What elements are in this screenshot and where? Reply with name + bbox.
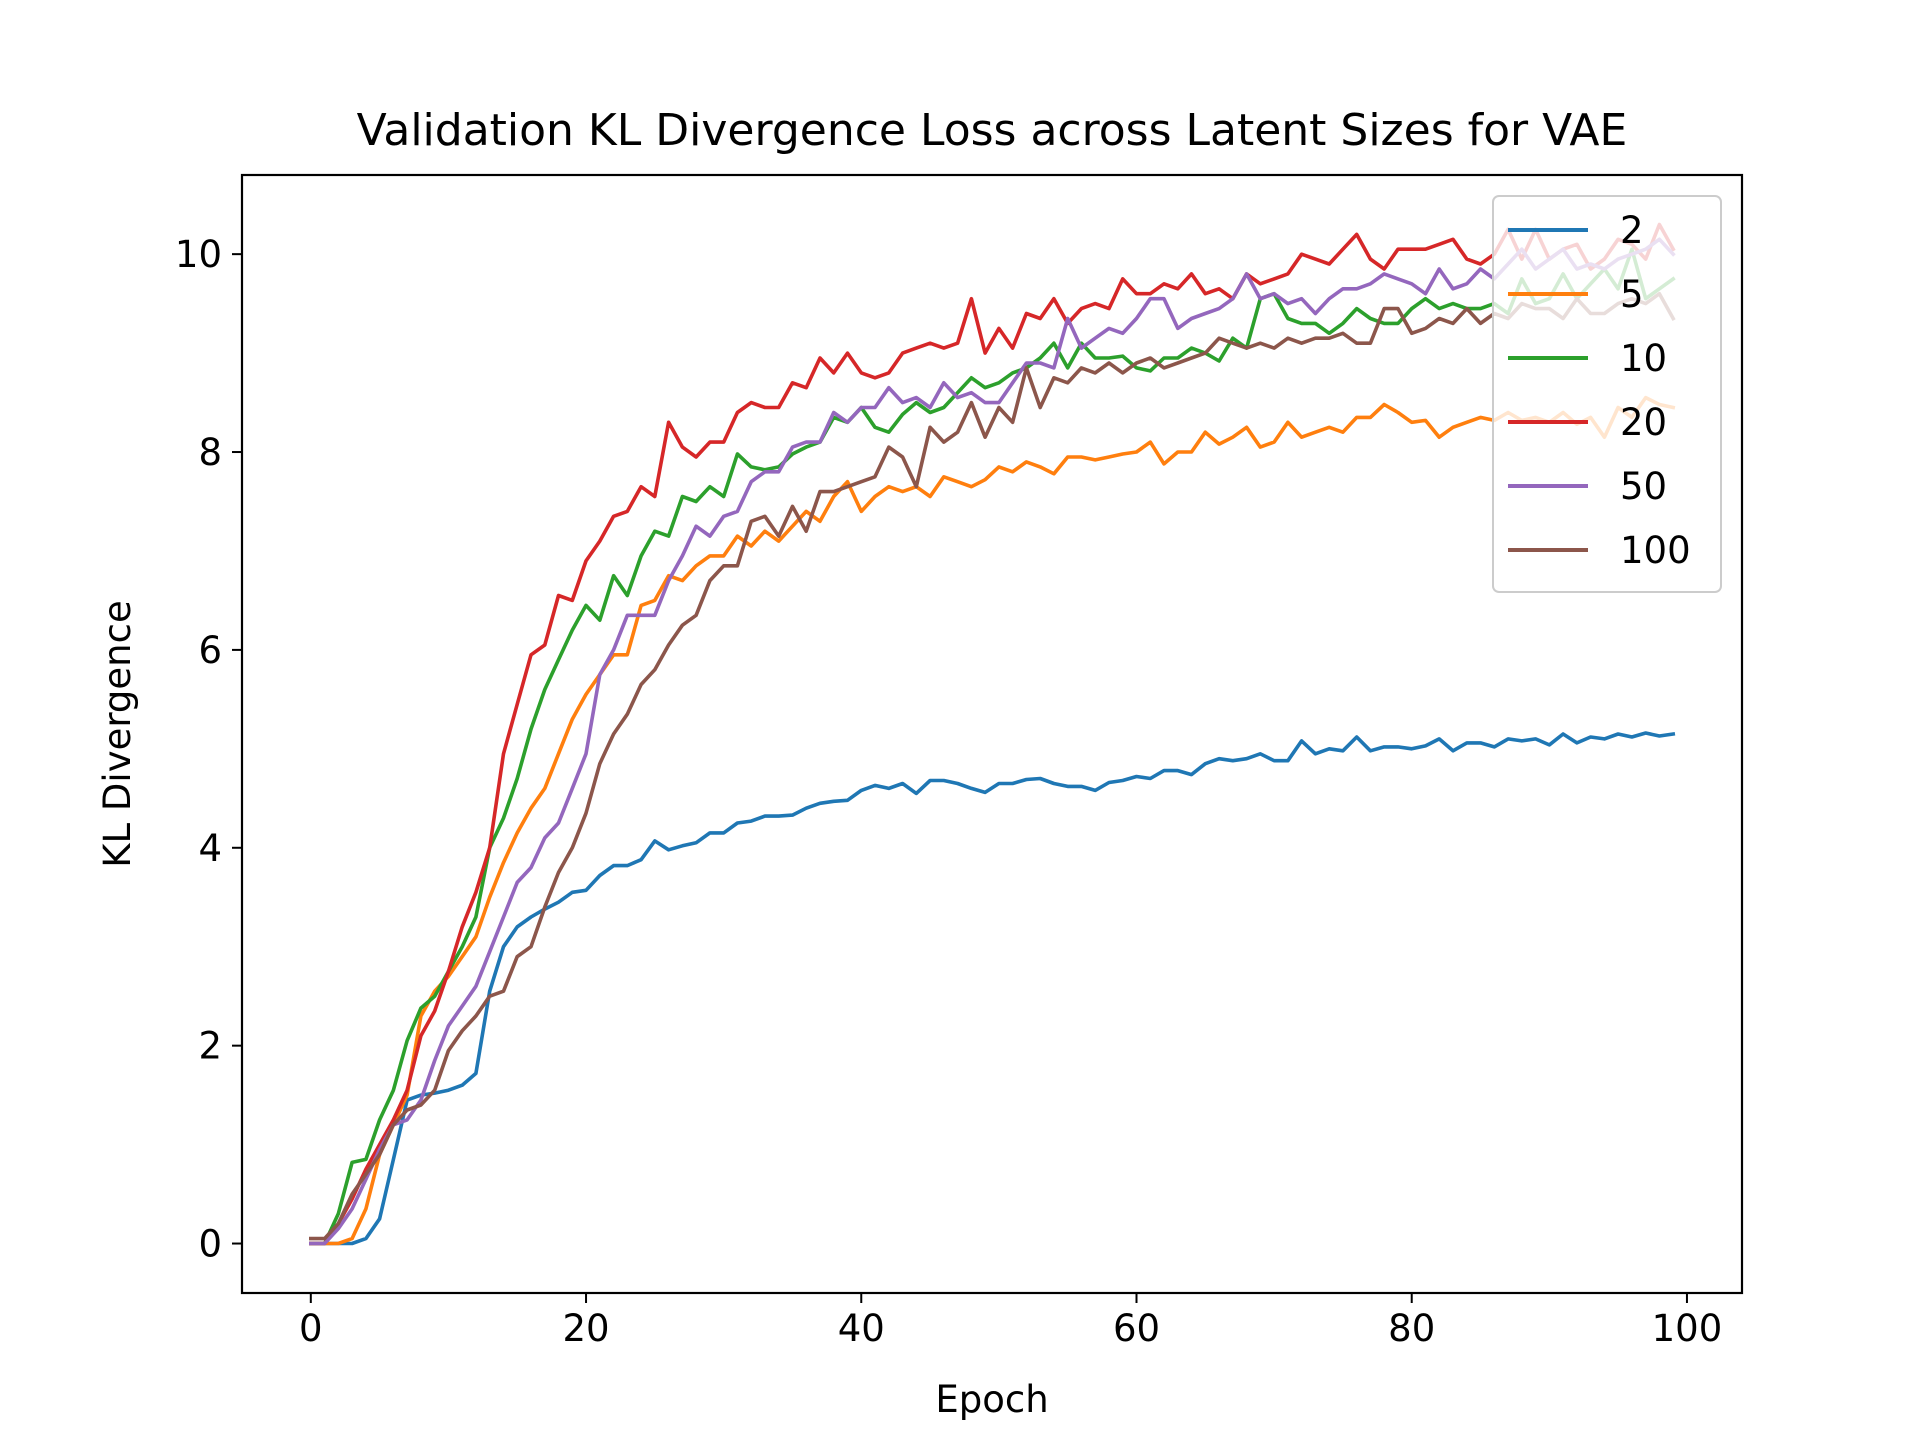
- plot-frame: [240, 173, 1744, 1295]
- x-tick-label: 60: [1113, 1307, 1160, 1350]
- legend-label: 5: [1620, 273, 1644, 316]
- y-axis-label: KL Divergence: [96, 600, 139, 867]
- chart-title: Validation KL Divergence Loss across Lat…: [357, 105, 1628, 156]
- legend: 2 5 10 20 50 100: [1492, 195, 1722, 593]
- y-tick-label: 8: [198, 431, 222, 474]
- y-tick-label: 4: [198, 827, 222, 870]
- x-tick-label: 80: [1388, 1307, 1435, 1350]
- legend-label: 100: [1620, 529, 1691, 572]
- y-tick-label: 0: [198, 1223, 222, 1266]
- series-line-20: [308, 222, 1676, 1246]
- series-line-2: [308, 731, 1676, 1246]
- x-tick-label: 100: [1652, 1307, 1723, 1350]
- legend-label: 10: [1620, 337, 1667, 380]
- x-axis: 0 20 40 60 80 100: [299, 1293, 1722, 1350]
- x-axis-label: Epoch: [935, 1378, 1048, 1421]
- y-axis: 0 2 4 6 8 10: [175, 233, 242, 1266]
- y-tick-label: 2: [198, 1025, 222, 1068]
- series-line-5: [308, 395, 1676, 1246]
- x-tick-label: 0: [299, 1307, 323, 1350]
- legend-label: 50: [1620, 465, 1667, 508]
- legend-label: 2: [1620, 209, 1644, 252]
- series-line-50: [308, 237, 1676, 1246]
- series-layer: [308, 222, 1676, 1246]
- legend-label: 20: [1620, 401, 1667, 444]
- y-tick-label: 6: [198, 629, 222, 672]
- y-tick-label: 10: [175, 233, 222, 276]
- x-tick-label: 20: [562, 1307, 609, 1350]
- x-tick-label: 40: [838, 1307, 885, 1350]
- series-line-100: [308, 291, 1676, 1241]
- series-line-10: [308, 247, 1676, 1246]
